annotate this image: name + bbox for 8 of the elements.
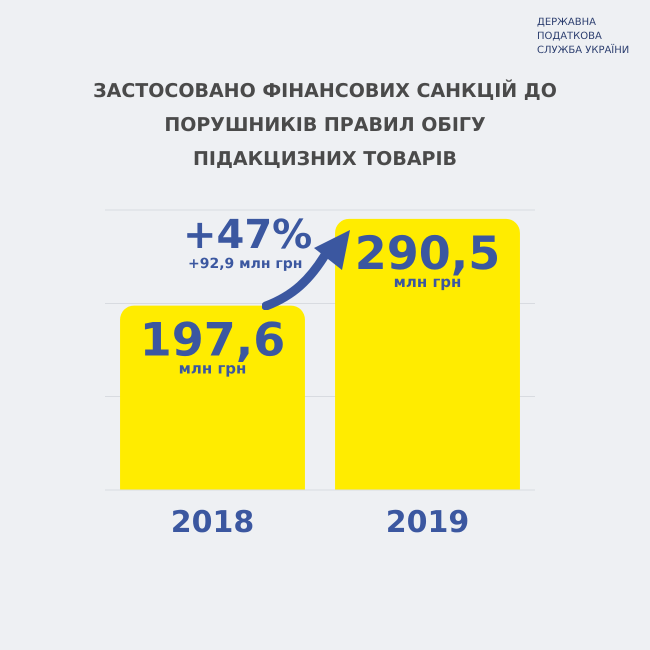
data-label: 290,5 млн грн (354, 226, 500, 291)
annotation: +92,9 млн грн (188, 256, 302, 272)
chart-title: ЗАСТОСОВАНО ФІНАНСОВИХ САНКЦІЙ ДО ПОРУШНИКІВ ПРАВИЛ ОБІГУ ПІДАКЦИЗНИХ ТОВАРІВ (92, 78, 558, 172)
annotation: +47% (183, 212, 312, 258)
x-tick-label: 2018 (170, 504, 254, 540)
data-label: 197,6 млн грн (140, 312, 286, 378)
x-tick-label: 2019 (386, 504, 470, 540)
text: ДЕРЖАВНА ПОДАТКОВА СЛУЖБА УКРАЇНИ (537, 16, 630, 58)
